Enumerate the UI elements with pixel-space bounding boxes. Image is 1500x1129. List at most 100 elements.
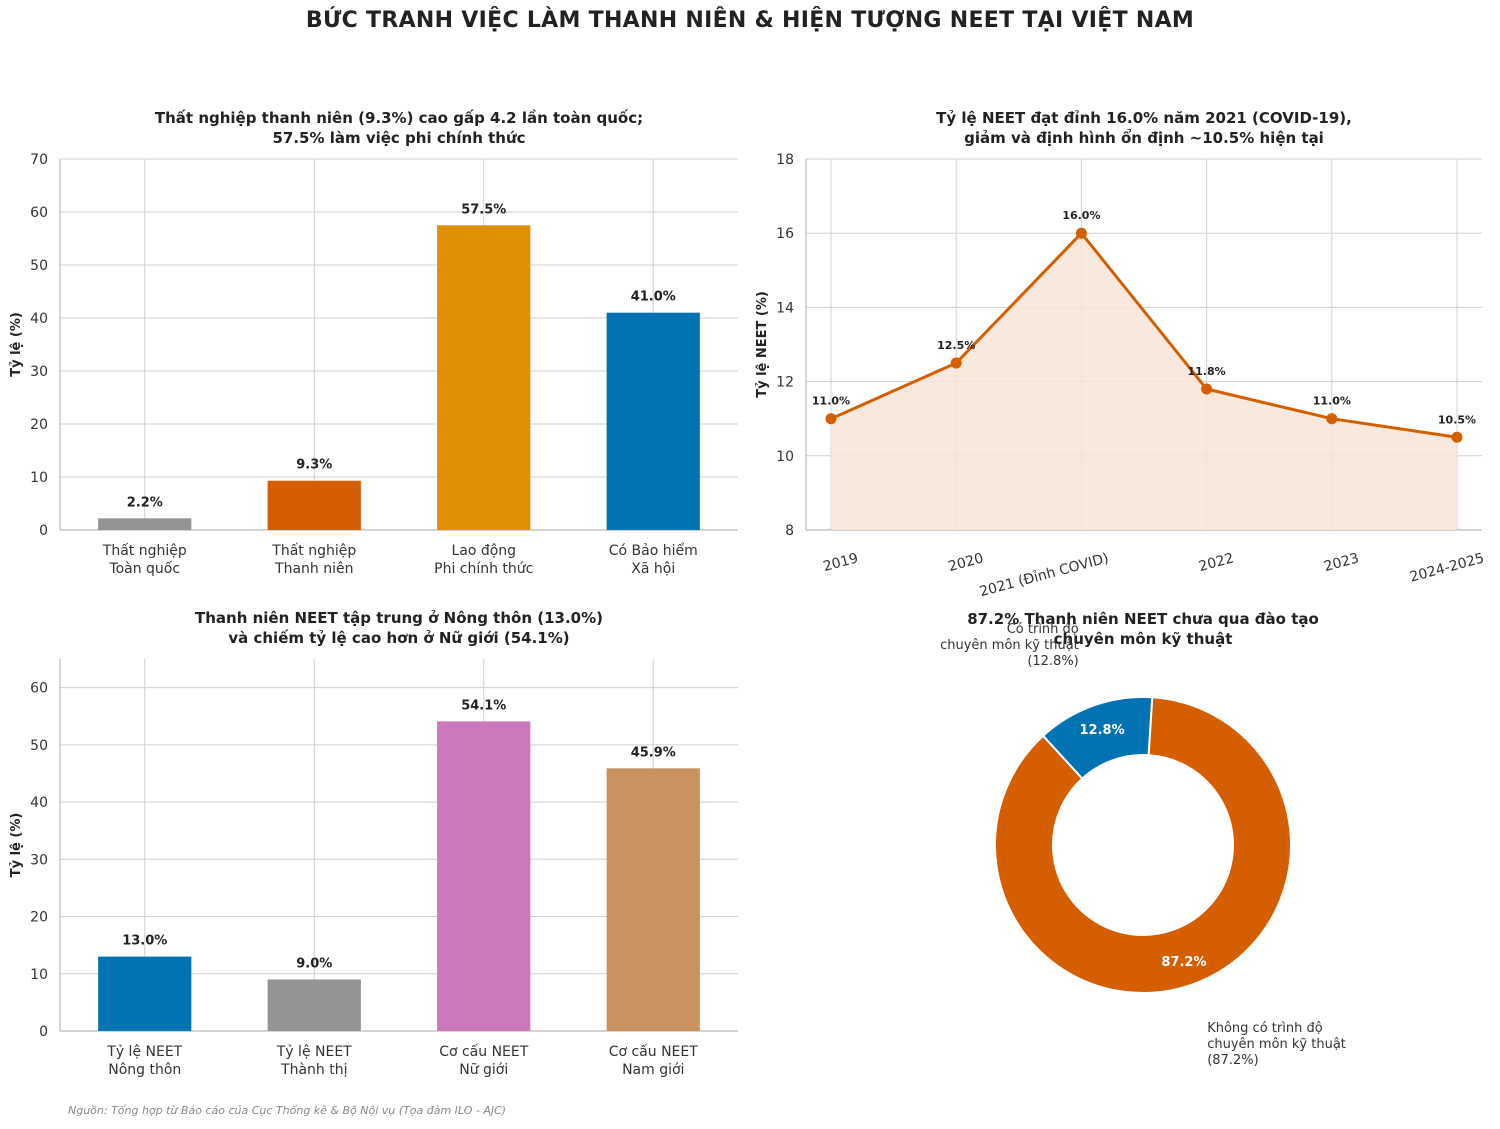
x-tick-label: 2021 (Đỉnh COVID) [978,550,1111,600]
y-axis-label: Tỷ lệ (%) [9,312,24,377]
data-point [1075,227,1087,239]
neet-distribution-bar-chart: 0 10 20 30 40 50 60 13.0% Tỷ lệ NEET Nông thôn 9.0… [9,609,738,1078]
y-tick-label: 70 [30,152,48,168]
x-category-label: Tỷ lệ NEET [106,1044,182,1060]
chart-title: và chiếm tỷ lệ cao hơn ở Nữ giới (54.1%) [228,628,569,647]
data-point [1451,431,1463,443]
y-tick-label: 60 [30,681,48,697]
y-tick-label: 20 [30,910,48,926]
slice-label: Có trình độ [1007,622,1079,637]
y-tick-label: 0 [39,523,48,539]
x-category-label: Thất nghiệp [271,543,356,559]
data-label: 11.8% [1188,365,1226,378]
x-category-label: Nam giới [622,1062,684,1078]
x-tick-label: 2019 [821,550,860,575]
data-label: 16.0% [1062,209,1100,222]
data-label: 54.1% [461,698,506,713]
y-tick-label: 16 [776,226,794,242]
slice-label: chuyên môn kỹ thuật [940,638,1079,653]
x-tick-label: 2022 [1197,550,1236,575]
y-tick-label: 30 [30,852,48,868]
y-tick-label: 20 [30,417,48,433]
y-tick-label: 10 [30,967,48,983]
slice-label: (12.8%) [1027,654,1078,669]
data-label: 45.9% [631,745,676,760]
page-title: BỨC TRANH VIỆC LÀM THANH NIÊN & HIỆN TƯỢ… [305,8,1195,33]
slice-label: Không có trình độ [1207,1021,1322,1036]
x-category-label: Nông thôn [108,1062,181,1078]
x-category-label: Toàn quốc [108,560,180,577]
slice-label: chuyên môn kỹ thuật [1207,1037,1346,1052]
x-category-label: Cơ cấu NEET [609,1044,699,1060]
neet-trend-line-chart: 8 10 12 14 16 18 11.0% 2019 12.5% 2020 16.0% 2021 (… [755,109,1486,600]
bar [606,312,700,530]
chart-title: chuyên môn kỹ thuật [1054,630,1233,648]
y-tick-label: 14 [776,300,794,316]
data-label: 11.0% [812,395,850,408]
x-tick-label: 2024-2025 [1408,550,1486,585]
x-tick-label: 2023 [1322,550,1361,575]
x-category-label: Xã hội [631,561,675,577]
data-point [1201,383,1213,395]
data-label: 2.2% [127,495,163,510]
source-note: Nguồn: Tổng hợp từ Báo cáo của Cục Thống… [68,1104,507,1117]
bar [606,768,700,1031]
data-point [950,357,962,369]
data-label: 11.0% [1313,395,1351,408]
y-tick-label: 50 [30,738,48,754]
y-axis-label: Tỷ lệ NEET (%) [755,291,770,398]
training-donut-chart: 87.2% Thanh niên NEET chưa qua đào tạo ch… [940,610,1346,1068]
y-tick-label: 10 [30,470,48,486]
x-category-label: Thanh niên [274,561,353,577]
bar [98,518,192,530]
series-line [830,230,1458,439]
y-tick-label: 18 [776,152,794,168]
chart-title: Thất nghiệp thanh niên (9.3%) cao gấp 4.… [155,108,643,127]
chart-title: 57.5% làm việc phi chính thức [272,129,525,147]
data-point [1326,413,1338,425]
chart-title: giảm và định hình ổn định ~10.5% hiện tạ… [964,128,1324,147]
data-label: 41.0% [631,290,676,305]
data-label: 10.5% [1438,413,1476,426]
y-tick-label: 30 [30,364,48,380]
y-tick-label: 50 [30,258,48,274]
y-tick-label: 8 [785,523,794,539]
y-axis-label: Tỷ lệ (%) [9,813,24,878]
data-point [825,413,837,425]
x-category-label: Tỷ lệ NEET [276,1044,352,1060]
x-category-label: Nữ giới [459,1062,508,1078]
x-category-label: Thành thị [280,1062,347,1078]
data-label: 13.0% [122,934,167,949]
y-tick-label: 10 [776,449,794,465]
bar [437,721,531,1031]
bar [437,225,531,530]
bar [267,480,361,530]
data-label: 9.3% [296,458,332,473]
chart-title: 87.2% Thanh niên NEET chưa qua đào tạo [967,610,1319,628]
donut-slice [994,696,1292,994]
bar [267,979,361,1031]
x-category-label: Thất nghiệp [102,543,187,559]
slice-percent-label: 87.2% [1161,955,1206,970]
data-label: 12.5% [937,339,975,352]
chart-title: Thanh niên NEET tập trung ở Nông thôn (1… [195,609,603,627]
area-fill [831,233,1457,530]
data-label: 9.0% [296,956,332,971]
x-category-label: Có Bảo hiểm [609,542,698,559]
y-tick-label: 60 [30,205,48,221]
x-category-label: Phi chính thức [434,561,533,577]
y-tick-label: 12 [776,375,794,391]
data-label: 57.5% [461,202,506,217]
slice-label: (87.2%) [1207,1053,1258,1068]
x-category-label: Cơ cấu NEET [439,1044,529,1060]
y-tick-label: 0 [39,1024,48,1040]
y-tick-label: 40 [30,311,48,327]
chart-title: Tỷ lệ NEET đạt đỉnh 16.0% năm 2021 (COVI… [936,109,1352,127]
y-tick-label: 40 [30,795,48,811]
x-category-label: Lao động [451,543,516,559]
x-tick-label: 2020 [947,550,986,575]
slice-percent-label: 12.8% [1080,723,1125,738]
bar [98,956,192,1031]
